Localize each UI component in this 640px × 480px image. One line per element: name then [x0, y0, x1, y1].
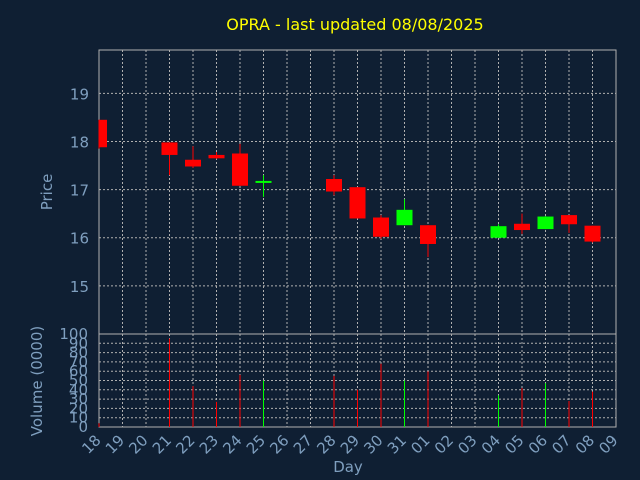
- candle: [561, 215, 577, 233]
- candle: [584, 225, 601, 243]
- volume-axis-label: Volume (0000): [28, 326, 46, 436]
- candle: [161, 142, 178, 176]
- candle: [98, 119, 107, 149]
- price-tick-label: 18: [70, 133, 89, 151]
- x-tick-label: 09: [595, 431, 621, 457]
- price-panel: 15 16 17 18 19: [70, 49, 617, 335]
- candle: [349, 187, 366, 219]
- candle-body: [326, 179, 342, 192]
- candle-body: [232, 153, 248, 186]
- x-tick-label: 02: [431, 431, 457, 457]
- candle-body: [161, 142, 178, 155]
- volume-tick-label: 0: [78, 418, 88, 436]
- x-tick-label: 20: [125, 431, 151, 457]
- x-tick-label: 03: [454, 431, 480, 457]
- candle: [420, 225, 436, 257]
- candle-body: [537, 216, 554, 230]
- price-tick-label: 16: [70, 230, 89, 248]
- price-axis-label: Price: [38, 174, 56, 211]
- candle-body: [561, 215, 577, 225]
- volume-tick-label: 60: [69, 362, 88, 380]
- candle-body: [349, 187, 366, 219]
- candle-body: [584, 225, 601, 242]
- candle: [373, 215, 389, 239]
- volume-tick-label: 90: [69, 334, 88, 352]
- candle: [232, 143, 248, 186]
- candle-body: [185, 159, 201, 167]
- volume-tick-label: 100: [59, 325, 88, 343]
- candle: [255, 175, 272, 197]
- x-tick-label: 06: [525, 431, 551, 457]
- candle-body: [420, 225, 436, 244]
- x-axis: 1819202122232425262728293031010203040506…: [78, 431, 621, 457]
- x-tick-label: 29: [337, 431, 363, 457]
- x-tick-label: 26: [266, 431, 292, 457]
- x-axis-label: Day: [333, 458, 363, 476]
- x-tick-label: 31: [384, 431, 410, 457]
- x-tick-label: 19: [102, 431, 128, 457]
- candle: [514, 213, 530, 234]
- volume-tick-label: 10: [69, 409, 88, 427]
- x-tick-label: 28: [313, 431, 339, 457]
- candle-body: [208, 154, 225, 159]
- price-tick-label: 19: [70, 85, 89, 103]
- candle: [537, 216, 554, 230]
- candle-body: [514, 223, 530, 231]
- x-tick-label: 24: [219, 431, 245, 457]
- x-tick-label: 07: [548, 431, 574, 457]
- volume-tick-label: 30: [69, 390, 88, 408]
- candle-body: [99, 119, 107, 148]
- volume-tick-label: 40: [69, 381, 88, 399]
- x-tick-label: 23: [196, 431, 222, 457]
- volume-tick-label: 50: [69, 372, 88, 390]
- x-tick-label: 22: [172, 431, 198, 457]
- x-tick-label: 01: [407, 431, 433, 457]
- price-tick-label: 17: [70, 182, 89, 200]
- candle-body: [373, 217, 389, 237]
- volume-tick-label: 20: [69, 399, 88, 417]
- volume-tick-label: 70: [69, 353, 88, 371]
- x-tick-label: 30: [360, 431, 386, 457]
- candle: [185, 146, 201, 168]
- x-tick-label: 27: [290, 431, 316, 457]
- candle: [326, 175, 342, 196]
- x-tick-label: 04: [478, 431, 504, 457]
- volume-tick-label: 80: [69, 344, 88, 362]
- x-tick-label: 25: [243, 431, 269, 457]
- candle: [490, 224, 507, 238]
- x-tick-label: 08: [572, 431, 598, 457]
- x-tick-label: 21: [149, 431, 175, 457]
- candle-body: [490, 226, 507, 238]
- price-tick-label: 15: [70, 278, 89, 296]
- candle: [396, 199, 413, 226]
- candle-body: [396, 209, 413, 226]
- x-tick-label: 05: [501, 431, 527, 457]
- chart-title: OPRA - last updated 08/08/2025: [226, 15, 483, 34]
- candle: [208, 152, 225, 159]
- candle-body: [255, 180, 272, 183]
